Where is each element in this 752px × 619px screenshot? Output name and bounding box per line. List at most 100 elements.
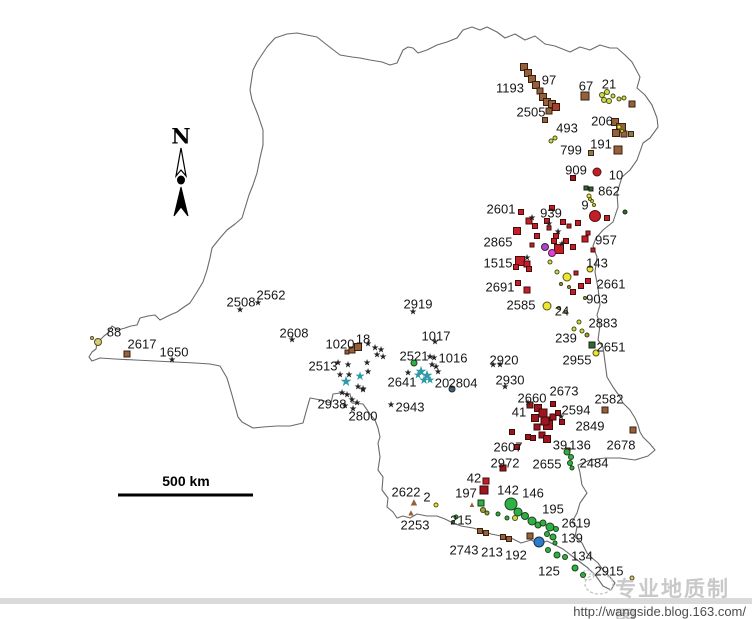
map-marker [571,326,577,332]
sample-label: 2800 [348,408,378,424]
map-marker: ▲ [468,500,476,509]
sample-label: 1650 [159,344,189,360]
map-marker: ★ [363,338,373,349]
sample-label: 1017 [421,328,451,344]
map-marker: ★ [347,394,357,405]
sample-label: 2521 [399,348,429,364]
sample-label: 2673 [549,383,579,399]
map-marker [590,247,596,253]
map-marker: ★ [348,403,358,414]
map-marker [526,401,534,409]
map-marker [616,96,622,102]
map-marker [588,197,592,201]
map-marker [553,551,561,559]
sample-label: 939 [540,205,562,221]
sample-label: 20 [434,375,450,391]
map-marker [513,264,519,270]
map-marker [621,95,627,101]
map-marker: ★ [370,342,380,353]
sample-label: 2601 [486,201,516,217]
map-marker [90,336,94,340]
map-marker [616,124,622,130]
map-marker: ★ [425,374,435,387]
map-marker [542,301,552,311]
sample-label: 2484 [579,455,609,471]
map-marker: ★ [523,397,533,408]
map-marker [564,310,568,314]
map-marker: ★ [495,359,505,370]
sample-label: 136 [569,437,591,453]
map-marker [495,511,501,517]
map-marker [551,238,557,244]
map-marker [570,289,576,295]
map-marker: ★ [253,297,263,308]
map-marker: ★ [420,367,434,383]
sample-label: 9 [581,197,589,213]
map-marker: ★ [342,389,352,400]
map-marker [532,223,538,229]
watermark-text: 专业地质制图 [615,578,730,619]
sample-label: 97 [541,72,557,88]
sample-label: 24 [554,303,570,319]
map-marker [578,283,584,289]
sample-label: 2743 [449,542,479,558]
map-marker [344,349,350,355]
sample-label: 909 [565,162,587,178]
map-marker [560,219,566,225]
sample-label: 146 [522,485,544,501]
map-marker [545,547,551,553]
sample-label: 142 [497,482,519,498]
map-marker: ★ [556,411,566,422]
map-marker: ★ [527,212,537,223]
map-marker [580,91,590,101]
map-marker: ★ [353,381,363,392]
map-marker: ★ [553,226,563,237]
sample-label: 2661 [596,276,626,292]
sample-label: 2930 [495,372,525,388]
map-marker [545,107,553,115]
map-marker [552,540,558,546]
sample-label: 2955 [562,352,592,368]
sample-label: 2651 [596,339,626,355]
sample-label: 192 [505,547,527,563]
sample-label: 903 [586,291,608,307]
map-marker [433,502,439,508]
sample-label: 2617 [127,336,157,352]
map-marker [534,233,540,239]
map-marker [354,343,362,351]
map-marker [552,103,560,111]
map-marker [553,526,559,532]
sample-label: 88 [106,324,122,340]
map-marker [620,129,624,133]
map-marker [628,131,634,137]
map-marker: ★ [354,369,366,383]
sample-label: 1020 [325,336,355,352]
map-marker [610,93,616,99]
map-marker [513,227,521,235]
map-marker [573,270,579,276]
map-marker: ★ [386,399,396,410]
map-marker [557,306,561,310]
sample-label: 2678 [606,437,636,453]
map-marker: ★ [167,354,177,365]
map-marker [526,266,532,272]
map-marker [477,528,483,534]
map-marker [448,385,456,393]
sample-label: 2594 [561,402,591,418]
map-marker: ★ [340,400,350,411]
sample-label: 125 [538,563,560,579]
sample-label: 2943 [395,399,425,415]
sample-label: 862 [598,183,620,199]
map-marker: ★ [431,361,441,372]
map-marker: ★ [235,304,245,315]
map-marker [123,350,131,358]
map-marker [523,286,531,294]
map-marker [514,444,520,450]
sample-label: 41 [511,404,527,420]
sample-label: 2 [423,489,431,505]
map-marker: ★ [339,373,353,389]
map-marker: ★ [376,344,386,355]
sample-label: 2608 [279,325,309,341]
map-marker: ★ [358,384,368,395]
map-marker [592,203,596,207]
